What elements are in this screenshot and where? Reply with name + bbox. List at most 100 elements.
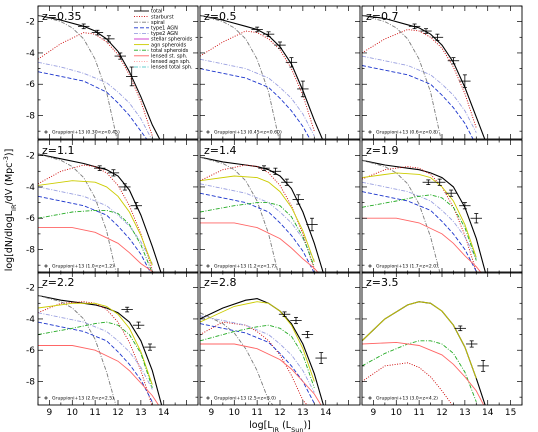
panel-8: 9 10 11 12 13 14 z=2.8 Gruppioni+13 (2.5<z<3.0)	[199, 271, 361, 418]
data-point	[420, 28, 432, 34]
series-type2-agn	[362, 55, 477, 133]
panel-9: 9 10 11 12 13 14 15 z=3.5 Gruppioni+13 (3.0<z<4.…	[361, 271, 523, 418]
source-text: Gruppioni+13 (0.30<z<0.45)	[52, 130, 120, 136]
data-point	[477, 360, 489, 372]
series-total	[200, 298, 324, 405]
series-type2-agn	[200, 183, 315, 261]
x-tick-label: 13	[135, 408, 146, 418]
source-text: Gruppioni+13 (0.45<z<0.60)	[214, 130, 282, 136]
legend-item: type1 AGN	[134, 26, 178, 32]
panel-frame	[37, 271, 199, 406]
data-points	[278, 311, 327, 364]
y-tick-label: -6	[26, 346, 35, 356]
redshift-label: z=1.4	[204, 144, 236, 157]
data-source-label: Gruppioni+13 (2.5<z<3.0)	[206, 396, 276, 402]
series-total-spheroids	[362, 340, 477, 403]
data-point	[144, 343, 156, 351]
data-point	[297, 80, 309, 98]
data-point	[422, 179, 434, 185]
redshift-label: z=2.2	[42, 276, 74, 289]
x-tick-label: 15	[505, 408, 516, 418]
data-source-label: Gruppioni+13 (0.30<z<0.45)	[44, 130, 120, 136]
data-source-label: Gruppioni+13 (2.0<z<2.5)	[44, 396, 114, 402]
series-lensed-st-sph-	[38, 227, 155, 273]
legend-item: stellar spheroids	[134, 37, 193, 43]
legend-label: lensed total sph.	[151, 65, 193, 71]
series-starburst	[362, 362, 453, 405]
series-total-spheroids	[200, 324, 315, 388]
series-type2-agn	[38, 312, 153, 390]
x-tick-label: 13	[297, 408, 308, 418]
model-curves	[38, 14, 161, 139]
x-tick-label: 9	[371, 408, 377, 418]
model-curves	[362, 301, 486, 405]
data-point	[126, 66, 138, 87]
series-type1-agn	[200, 192, 315, 273]
data-point	[107, 169, 120, 177]
series-type1-agn	[38, 321, 153, 403]
y-tick-label: -8	[26, 112, 35, 122]
panel-6: z=1.9 Gruppioni+13 (1.7<z<2.0)	[361, 139, 523, 274]
source-text: Gruppioni+13 (2.0<z<2.5)	[52, 396, 114, 402]
legend-label: agn spheroids	[151, 42, 187, 48]
legend-item: lensed total sph.	[134, 65, 193, 71]
panel-frame	[361, 5, 523, 140]
x-tick-label: 12	[274, 408, 285, 418]
data-point	[121, 306, 133, 313]
series-total-spheroids	[362, 194, 477, 261]
data-point	[114, 52, 126, 60]
x-tick-label: 10	[67, 408, 79, 418]
x-tick-label: 12	[112, 408, 123, 418]
panel-1: -2 -4 -6 -8 z=0.35 Gruppioni+13 (0.30<z<0.45)…	[26, 5, 199, 140]
series-type2-agn	[38, 61, 152, 139]
data-source-label: Gruppioni+13 (0.6<z<0.8)	[368, 130, 438, 136]
series-spiral	[200, 312, 274, 405]
source-text: Gruppioni+13 (1.0<z<1.2)	[52, 264, 114, 270]
x-tick-label: 14	[482, 408, 494, 418]
data-point	[258, 165, 270, 171]
data-point	[285, 57, 298, 68]
legend-item: total spheroids	[134, 48, 189, 54]
data-point	[119, 183, 131, 191]
series-total	[200, 14, 323, 139]
panel-2: z=0.5 Gruppioni+13 (0.45<z<0.60)	[199, 5, 361, 140]
series-type2-agn	[362, 181, 477, 260]
y-tick-label: -2	[26, 284, 35, 294]
legend-label: starburst	[151, 14, 174, 20]
data-points	[408, 23, 471, 88]
source-text: Gruppioni+13 (1.2<z<1.7)	[214, 264, 276, 270]
series-starburst	[200, 30, 315, 132]
data-source-label: Gruppioni+13 (1.2<z<1.7)	[206, 264, 276, 270]
axis-ticks	[37, 139, 199, 273]
series-spiral	[38, 295, 117, 405]
axis-ticks	[199, 271, 361, 405]
legend-label: type2 AGN	[151, 31, 178, 37]
x-tick-label: 11	[89, 408, 100, 418]
series-total	[200, 156, 324, 273]
series-spiral	[38, 14, 118, 139]
series-total	[362, 159, 487, 273]
redshift-label: z=1.9	[366, 144, 398, 157]
y-tick-label: -6	[26, 80, 35, 90]
series-lensed-st-sph-	[362, 341, 485, 405]
y-tick-label: -4	[26, 49, 35, 59]
panel-7: -2 -4 -6 -8 9 10 11 12 13 14 z=2.2 Gruppioni+13 (2.…	[26, 271, 199, 418]
data-source-label: Gruppioni+13 (1.0<z<1.2)	[44, 264, 114, 270]
series-total-spheroids	[38, 209, 153, 273]
series-type2-agn	[200, 58, 315, 137]
data-point	[130, 202, 142, 210]
legend-label: spiral	[151, 20, 165, 26]
series-type1-agn	[38, 195, 152, 273]
y-tick-label: -2	[26, 18, 35, 28]
data-point	[447, 57, 460, 65]
series-total	[38, 294, 163, 405]
series-total	[362, 14, 486, 139]
y-axis-title: log[dN/dlogLIR/dV (Mpc-3)]	[2, 149, 18, 272]
redshift-label: z=0.5	[204, 10, 236, 23]
series-spiral	[200, 14, 280, 139]
data-point	[91, 29, 104, 36]
x-tick-label: 13	[459, 408, 470, 418]
legend-item: lensed st. sph.	[134, 54, 188, 60]
